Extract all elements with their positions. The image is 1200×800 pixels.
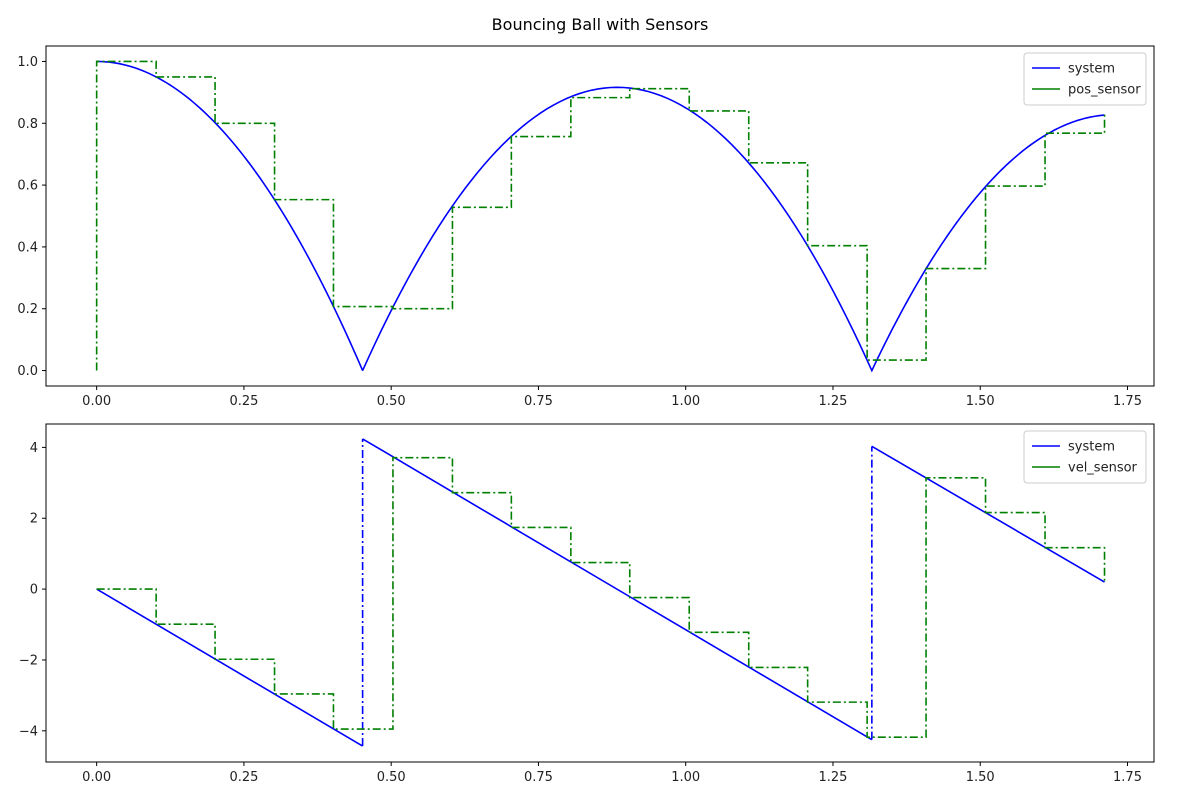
y-tick-label: 0.0 [17, 364, 38, 379]
axes-frame-1 [45, 423, 1155, 763]
x-tick-label: 1.25 [818, 394, 847, 409]
legend-box [1023, 430, 1147, 484]
legend: system pos_sensor [1023, 52, 1147, 106]
legend-label-system: system [1068, 440, 1115, 455]
x-tick-label: 1.75 [1113, 770, 1142, 785]
series-system-segment [871, 445, 1105, 583]
velocity-panel: 0.00 0.25 0.50 0.75 1.00 1.25 1.50 1.75 −4 −2 0 2 4 s… [19, 423, 1155, 785]
legend: system vel_sensor [1023, 430, 1147, 484]
x-tick-label: 0.25 [229, 770, 258, 785]
y-tick-label: 0.2 [17, 302, 38, 317]
y-tick-label: 0 [30, 583, 38, 598]
legend-box [1023, 52, 1147, 106]
legend-label-system: system [1068, 62, 1115, 77]
x-tick-label: 0.50 [377, 770, 406, 785]
position-panel: 0.00 0.25 0.50 0.75 1.00 1.25 1.50 1.75 0.0 0.2 0.… [17, 45, 1155, 409]
figure-title: Bouncing Ball with Sensors [492, 15, 709, 34]
series-pos_sensor-line [95, 60, 1106, 371]
x-tick-label: 0.75 [524, 394, 553, 409]
y-tick-label: 1.0 [17, 55, 38, 70]
x-tick-label: 0.00 [82, 394, 111, 409]
x-tick-label: 0.25 [229, 394, 258, 409]
x-tick-label: 1.75 [1113, 394, 1142, 409]
x-tick-label: 1.00 [671, 394, 700, 409]
y-tick-label: 0.8 [17, 117, 38, 132]
x-tick-label: 1.00 [671, 770, 700, 785]
y-tick-label: 2 [30, 512, 38, 527]
y-tick-label: 0.6 [17, 179, 38, 194]
series-system-line [96, 60, 1105, 373]
plot-area-1 [96, 438, 1106, 747]
legend-label-pos_sensor: pos_sensor [1068, 83, 1141, 98]
y-tick-label: 0.4 [17, 240, 38, 255]
x-tick-label: 0.75 [524, 770, 553, 785]
series-vel_sensor-line [96, 456, 1106, 738]
axes-frame-0 [45, 45, 1155, 387]
y-tick-label: 4 [30, 441, 38, 456]
legend-label-vel_sensor: vel_sensor [1068, 461, 1138, 476]
x-tick-label: 0.50 [377, 394, 406, 409]
x-tick-label: 0.00 [82, 770, 111, 785]
y-tick-label: −2 [19, 653, 38, 668]
x-tick-label: 1.25 [818, 770, 847, 785]
series-system-segment [96, 588, 364, 747]
y-tick-label: −4 [19, 724, 38, 739]
series-system-segment [362, 438, 873, 741]
plot-area-0 [95, 60, 1106, 373]
x-tick-label: 1.50 [966, 770, 995, 785]
x-tick-label: 1.50 [966, 394, 995, 409]
